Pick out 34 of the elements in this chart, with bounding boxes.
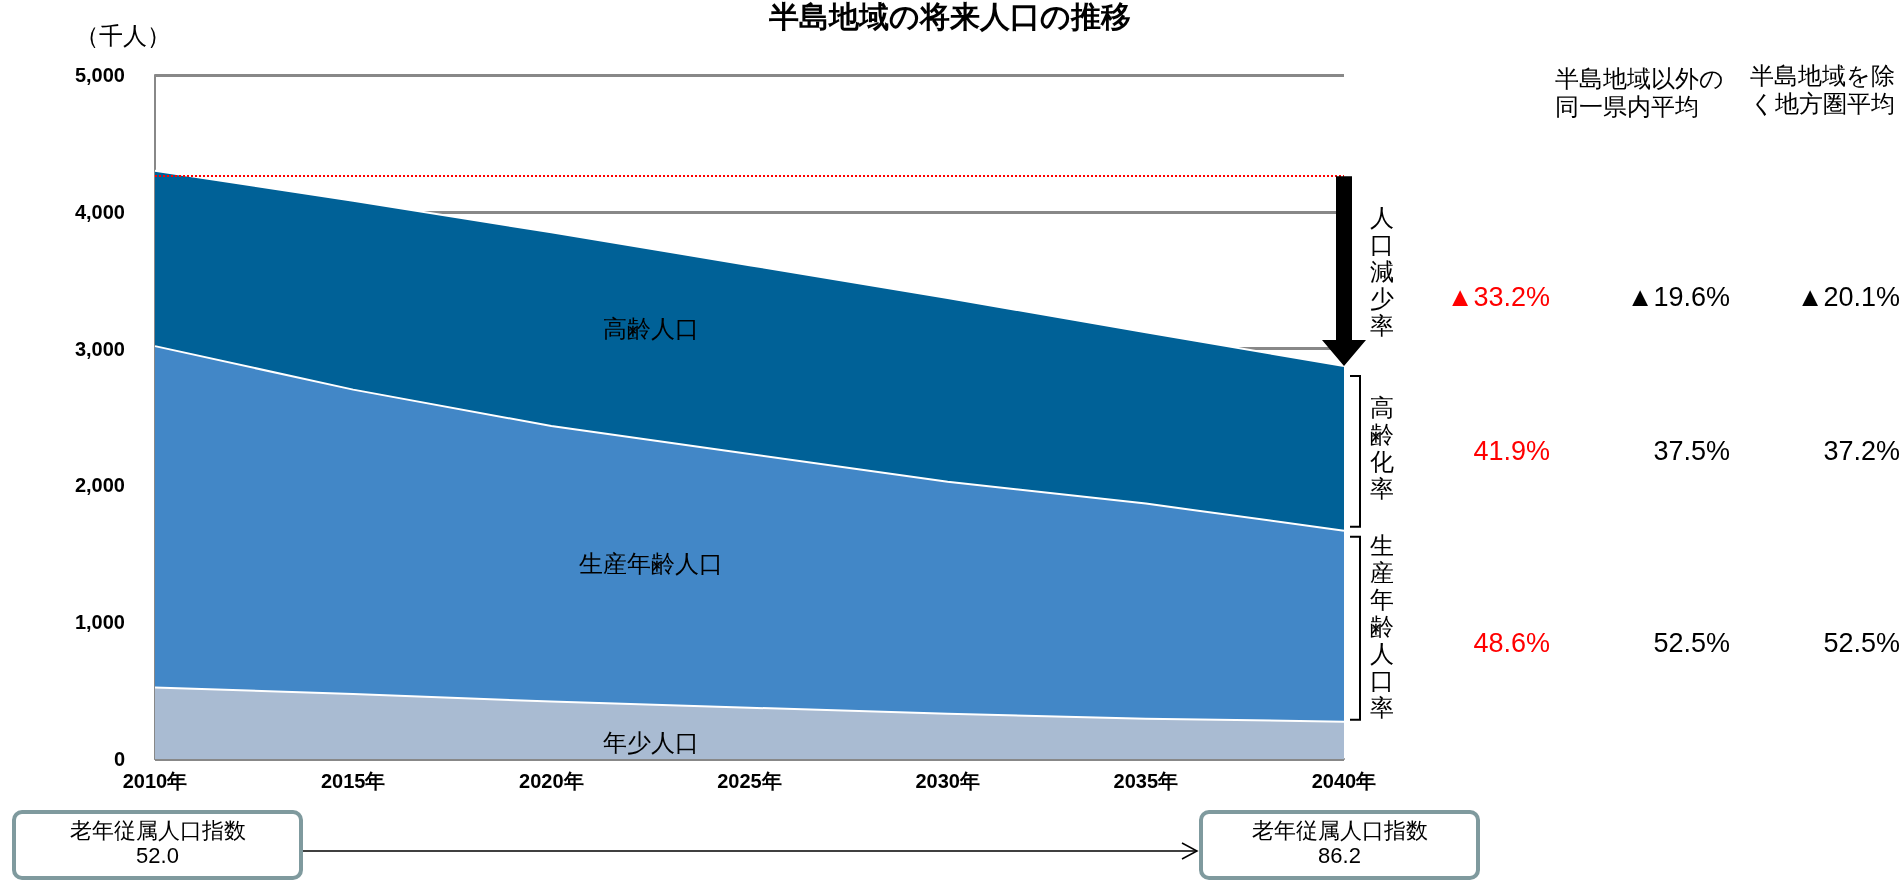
- annotation: 生産年齢人口率: [1370, 531, 1395, 721]
- text: 老年従属人口指数 86.2: [1199, 810, 1480, 880]
- text: 半島地域以外の同一県内平均: [1555, 65, 1725, 121]
- text: 48.6%: [1472, 628, 1550, 660]
- y-tick-label: 4,000: [74, 200, 125, 223]
- annotation: 人口減少率: [1370, 203, 1395, 339]
- x-tick-label: 2010年: [122, 770, 188, 792]
- x-tick-label: 2040年: [1311, 770, 1377, 792]
- y-tick-label: 3,000: [74, 337, 125, 360]
- text: ▲19.6%: [1625, 282, 1730, 314]
- y-tick-label: 0: [113, 748, 125, 770]
- x-tick-label: 2025年: [717, 770, 782, 792]
- text: 37.5%: [1652, 436, 1730, 468]
- series-label: 年少人口: [603, 729, 700, 757]
- text: 老年従属人口指数 52.0: [12, 810, 303, 880]
- series-label: 生産年齢人口: [579, 549, 724, 578]
- y-tick-label: 1,000: [74, 611, 125, 634]
- annotation: 高齢化率: [1370, 394, 1395, 503]
- y-tick-label: 2,000: [74, 474, 125, 497]
- text: 52.5%: [1822, 628, 1899, 660]
- y-axis-title: （千人）: [75, 22, 171, 50]
- x-tick-label: 2030年: [915, 770, 980, 792]
- text: 52.5%: [1652, 628, 1730, 660]
- y-tick-label: 5,000: [74, 64, 125, 86]
- x-tick-label: 2035年: [1113, 770, 1179, 792]
- series-label: 高齢人口: [603, 315, 700, 343]
- text: ▲33.2%: [1445, 282, 1550, 314]
- x-tick-label: 2020年: [519, 770, 584, 792]
- x-tick-label: 2015年: [320, 770, 386, 792]
- text: ▲20.1%: [1795, 282, 1899, 314]
- chart-title: 半島地域の将来人口の推移: [768, 0, 1131, 33]
- text: 半島地域を除く地方圏平均: [1750, 62, 1896, 118]
- text: 37.2%: [1822, 436, 1899, 468]
- text: 41.9%: [1472, 436, 1550, 468]
